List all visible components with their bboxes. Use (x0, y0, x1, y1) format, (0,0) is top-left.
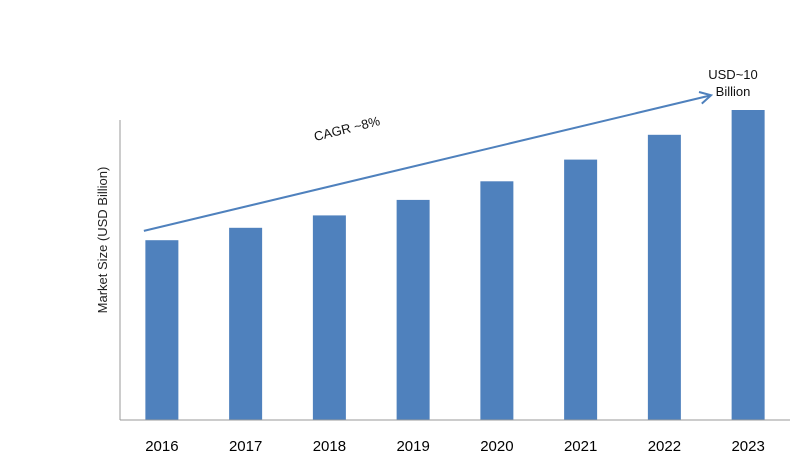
bar-2021 (564, 159, 598, 420)
bar-2022 (647, 134, 681, 421)
x-tick-label-2017: 2017 (229, 438, 262, 455)
bar-2019 (396, 199, 430, 420)
bar-2018 (312, 215, 346, 420)
x-tick-label-2023: 2023 (731, 438, 764, 455)
cagr-trend-arrow (143, 96, 710, 232)
bar-2020 (480, 181, 514, 420)
x-tick-label-2022: 2022 (648, 438, 681, 455)
y-axis-title: Market Size (USD Billion) (95, 167, 110, 314)
bar-series (145, 110, 765, 421)
bar-2016 (145, 240, 179, 420)
x-tick-label-2020: 2020 (480, 438, 513, 455)
end-value-annotation-line2: Billion (716, 84, 751, 99)
end-value-annotation-line1: USD~10 (708, 67, 758, 82)
cagr-annotation: CAGR ~8% (312, 113, 382, 144)
bar-2023 (731, 110, 765, 420)
x-tick-labels: 2016 2017 2018 2019 2020 2021 2022 2023 (145, 438, 765, 455)
x-tick-label-2019: 2019 (396, 438, 429, 455)
x-tick-label-2021: 2021 (564, 438, 597, 455)
x-tick-label-2018: 2018 (313, 438, 346, 455)
x-tick-label-2016: 2016 (145, 438, 178, 455)
bar-2017 (229, 227, 263, 420)
